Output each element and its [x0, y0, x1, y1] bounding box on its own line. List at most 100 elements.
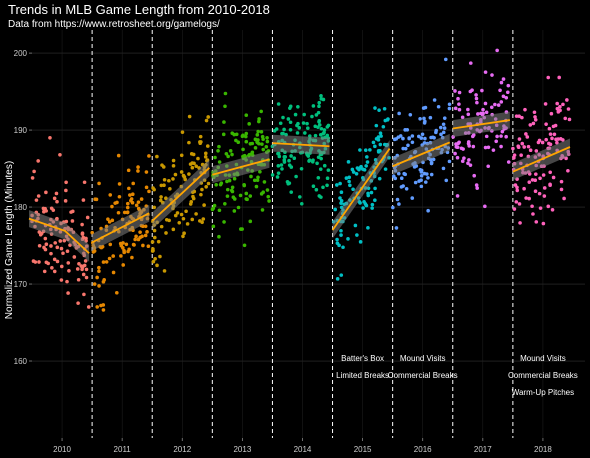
data-point	[159, 224, 164, 229]
data-point	[470, 88, 474, 92]
data-point	[543, 102, 548, 106]
data-point	[122, 250, 127, 255]
data-point	[364, 203, 369, 208]
data-point	[475, 100, 479, 105]
axes: 160 170 180 190 200 2010 2011 2012 2013 2014 2015 2…	[14, 49, 553, 454]
data-point	[489, 105, 494, 110]
data-point	[81, 235, 86, 240]
data-point	[534, 220, 539, 224]
data-point	[552, 132, 557, 137]
data-point	[293, 112, 298, 117]
data-point	[221, 132, 226, 137]
data-point	[547, 126, 552, 131]
data-point	[286, 181, 291, 186]
data-point	[550, 207, 555, 212]
data-point	[151, 259, 156, 264]
data-point	[260, 208, 265, 212]
data-point	[162, 183, 166, 188]
data-point	[125, 205, 130, 210]
data-point	[306, 126, 310, 130]
data-point	[214, 183, 219, 187]
data-point	[110, 218, 115, 223]
rule-annotation: Commercial Breaks	[388, 371, 458, 380]
data-point	[418, 116, 422, 121]
data-point	[164, 231, 168, 235]
data-point	[518, 221, 522, 225]
data-point	[408, 112, 413, 117]
data-point	[417, 179, 421, 183]
data-point	[357, 167, 361, 172]
data-point	[325, 183, 329, 188]
data-point	[70, 209, 75, 214]
data-point	[52, 196, 57, 201]
data-point	[117, 182, 122, 186]
data-point	[325, 133, 330, 138]
data-point	[559, 187, 564, 192]
data-point	[527, 196, 531, 201]
data-point	[319, 195, 323, 199]
data-point	[295, 131, 300, 135]
data-point	[513, 183, 518, 187]
y-tick-label: 180	[14, 203, 28, 212]
data-point	[65, 279, 69, 284]
data-point	[540, 140, 545, 145]
data-point	[230, 185, 235, 190]
data-point	[407, 136, 411, 140]
data-point	[378, 142, 383, 147]
data-point	[49, 244, 53, 248]
data-point	[36, 194, 41, 198]
data-point	[180, 130, 185, 134]
data-point	[253, 137, 258, 142]
data-point	[335, 237, 339, 242]
data-point	[548, 170, 553, 175]
data-point	[175, 211, 180, 215]
data-point	[223, 91, 228, 96]
data-point	[546, 75, 551, 80]
data-point	[339, 198, 344, 203]
data-point	[376, 135, 381, 139]
data-point	[91, 250, 96, 254]
data-point	[216, 149, 220, 153]
data-point	[168, 187, 172, 191]
data-point	[122, 210, 127, 215]
data-point	[288, 120, 293, 125]
data-point	[232, 197, 237, 201]
data-point	[299, 202, 304, 206]
data-point	[480, 88, 484, 93]
data-point	[200, 220, 204, 225]
data-point	[188, 202, 193, 206]
data-point	[393, 176, 398, 181]
chart-subtitle: Data from https://www.retrosheet.org/gam…	[8, 19, 220, 30]
data-point	[30, 176, 35, 180]
data-point	[419, 173, 424, 178]
data-point	[533, 118, 538, 122]
data-point	[194, 212, 198, 216]
data-point	[377, 176, 382, 181]
data-point	[36, 159, 40, 163]
rule-annotation: Commercial Breaks	[508, 371, 578, 380]
data-point	[226, 154, 230, 159]
data-point	[499, 134, 503, 138]
data-point	[228, 149, 233, 153]
data-point	[247, 122, 252, 126]
data-point	[225, 194, 230, 198]
data-point	[317, 120, 321, 124]
data-point	[317, 123, 322, 127]
data-point	[258, 169, 262, 174]
data-point	[420, 132, 425, 137]
data-point	[80, 231, 85, 236]
data-point	[456, 96, 460, 101]
data-point	[255, 133, 260, 137]
data-point	[61, 251, 65, 256]
data-point	[121, 241, 125, 245]
data-point	[244, 139, 249, 144]
data-point	[512, 153, 517, 157]
data-point	[203, 151, 208, 156]
data-point	[182, 175, 187, 179]
data-point	[410, 134, 415, 138]
data-point	[282, 127, 286, 132]
data-point	[55, 199, 59, 204]
data-point	[362, 168, 367, 172]
data-point	[236, 205, 241, 210]
data-point	[422, 141, 427, 145]
